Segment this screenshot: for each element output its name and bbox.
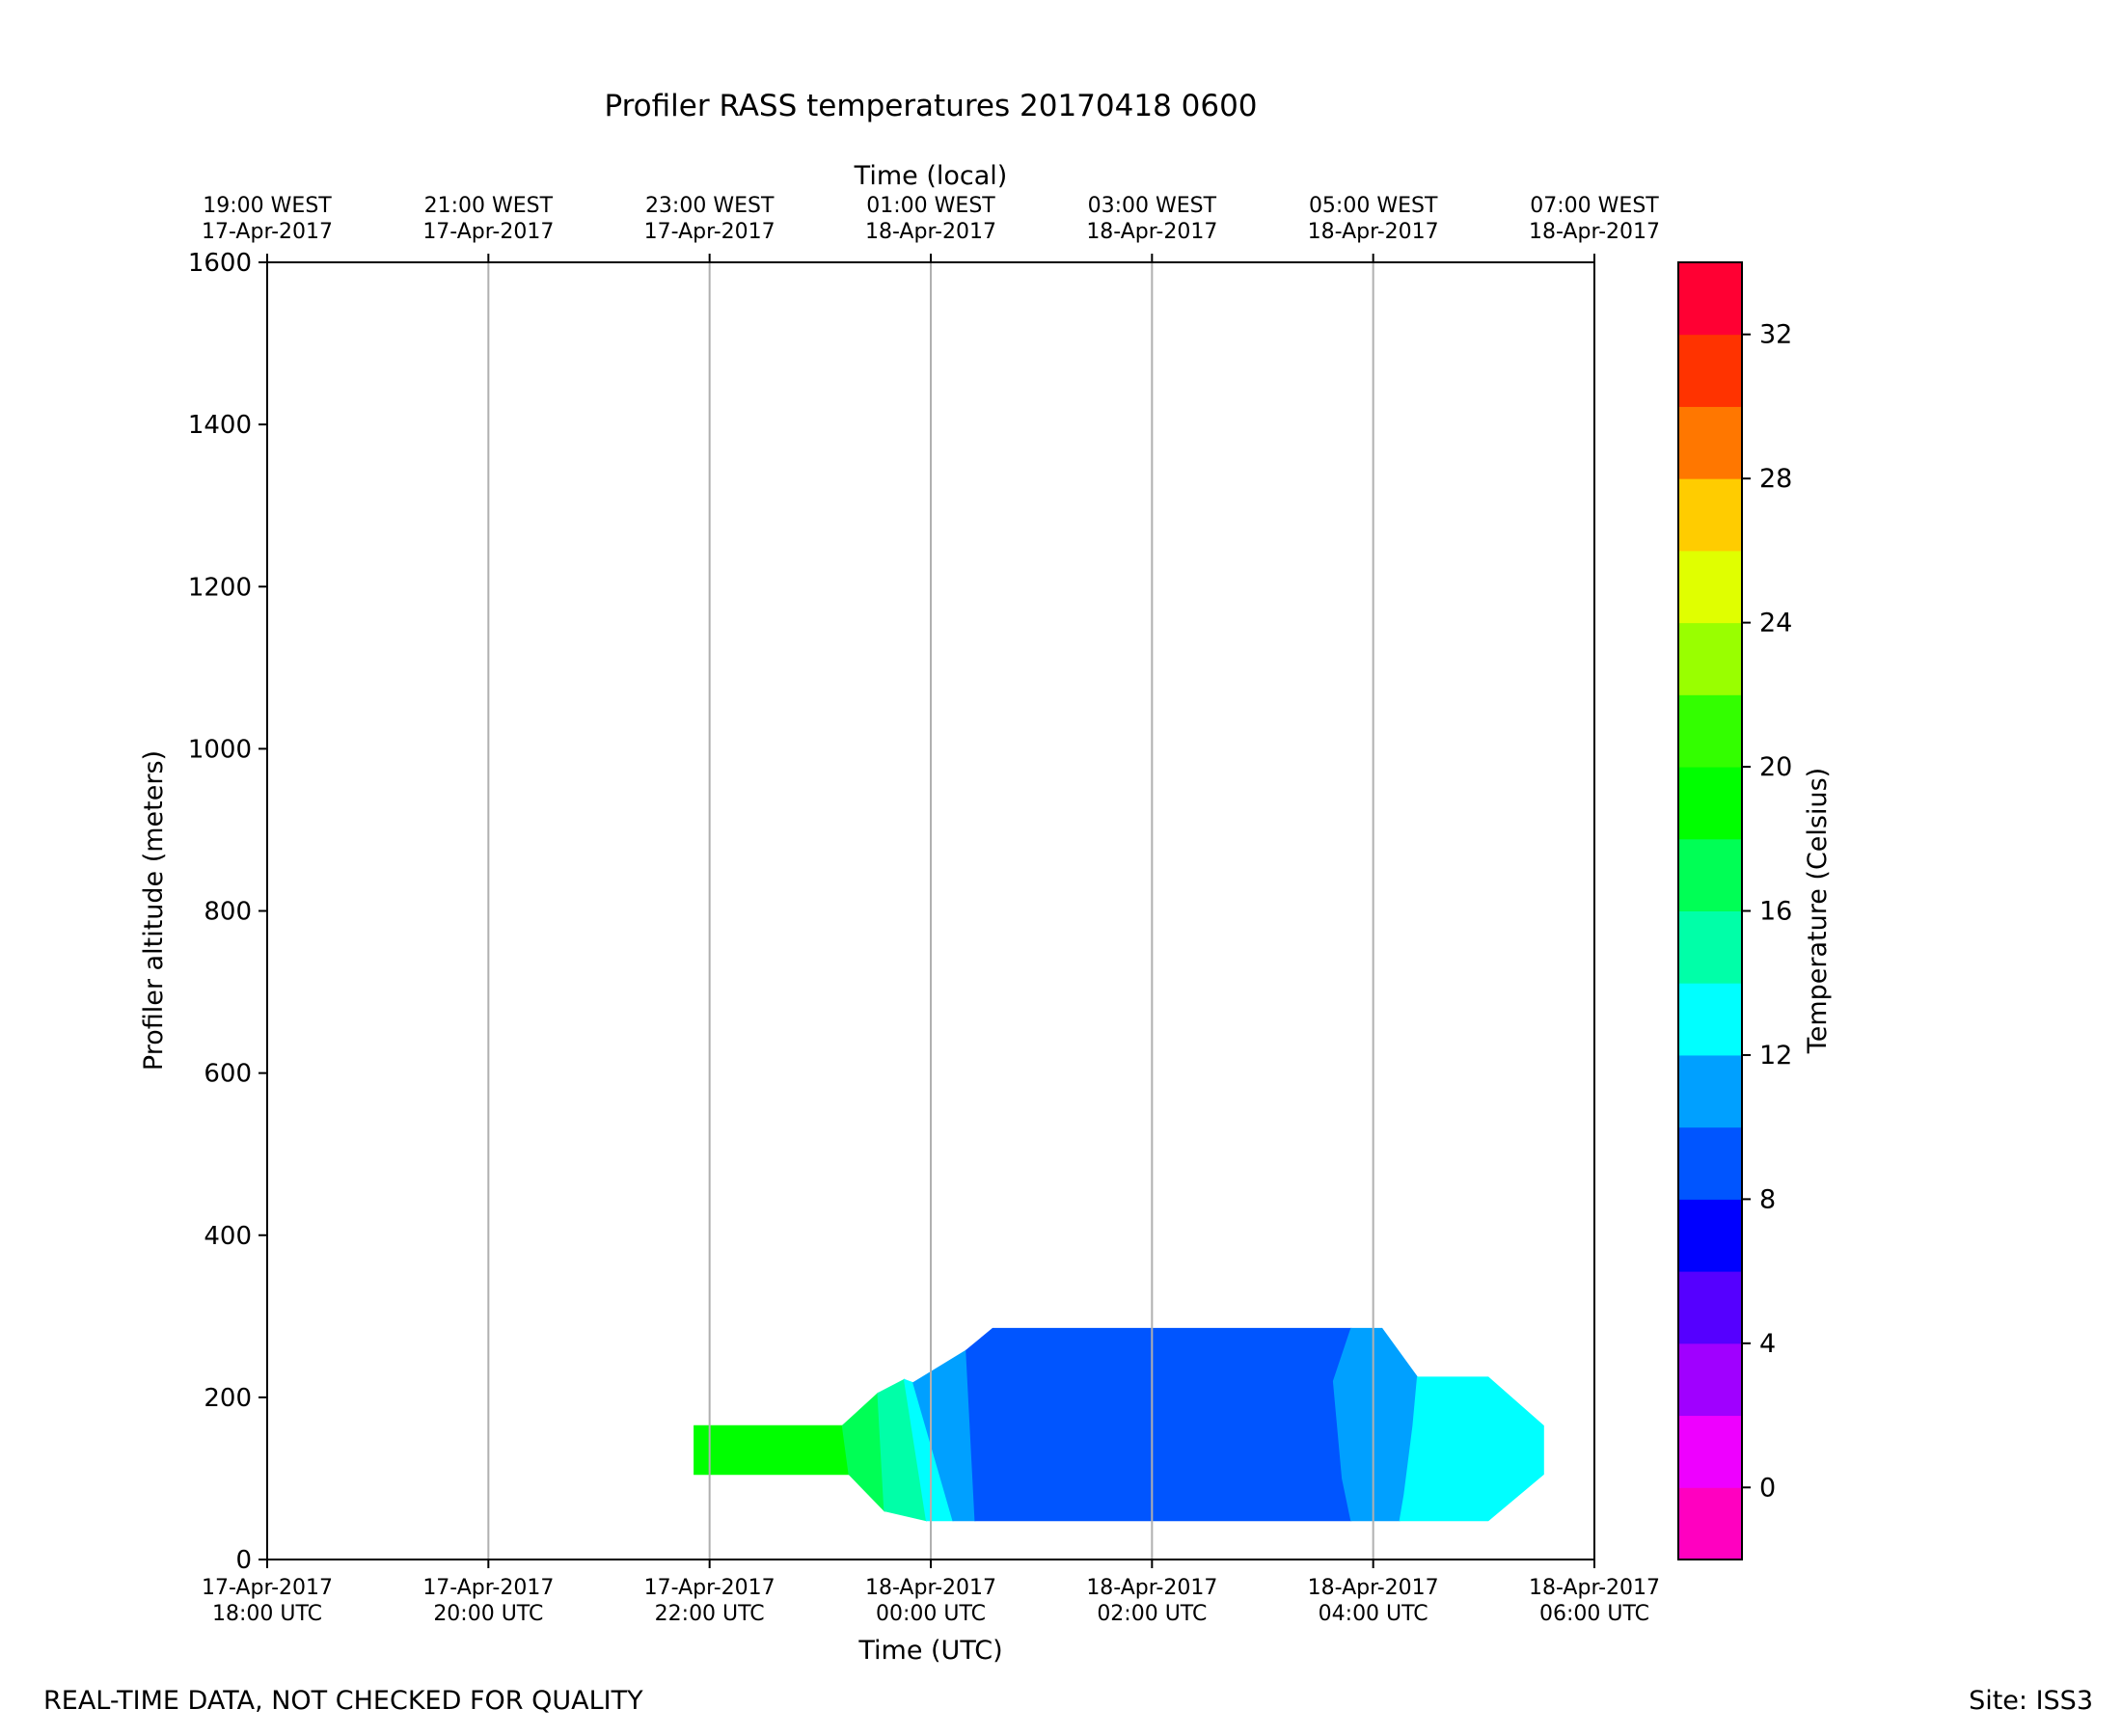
top-tick-label-date-0: 17-Apr-2017 xyxy=(202,220,333,244)
top-tick-label-date-4: 18-Apr-2017 xyxy=(1086,220,1217,244)
temperature-region-5 xyxy=(966,1327,1352,1522)
x-tick-label-date-4: 18-Apr-2017 xyxy=(1086,1576,1217,1600)
y-tick-label-2: 400 xyxy=(204,1222,252,1251)
top-tick-label-time-2: 23:00 WEST xyxy=(645,194,775,218)
x-tick-label-date-5: 18-Apr-2017 xyxy=(1308,1576,1439,1600)
quality-disclaimer: REAL-TIME DATA, NOT CHECKED FOR QUALITY xyxy=(43,1686,643,1716)
top-tick-label-date-6: 18-Apr-2017 xyxy=(1529,220,1660,244)
colorbar-band-1 xyxy=(1678,1415,1742,1488)
colorbar-band-10 xyxy=(1678,767,1742,840)
y-axis-title: Profiler altitude (meters) xyxy=(139,750,169,1071)
x-tick-label-time-5: 04:00 UTC xyxy=(1319,1602,1428,1626)
x-tick-label-time-2: 22:00 UTC xyxy=(655,1602,765,1626)
colorbar-band-13 xyxy=(1678,550,1742,624)
x-tick-label-date-3: 18-Apr-2017 xyxy=(865,1576,996,1600)
x-tick-label-time-4: 02:00 UTC xyxy=(1097,1602,1207,1626)
colorbar-tick-label-0: 0 xyxy=(1759,1473,1776,1503)
colorbar: 0 4 8 12 16 20 24 28 32 xyxy=(1677,261,1792,1560)
colorbar-band-4 xyxy=(1678,1199,1742,1272)
y-tick-label-7: 1400 xyxy=(188,411,252,440)
y-tick-label-5: 1000 xyxy=(188,735,252,764)
top-tick-label-date-3: 18-Apr-2017 xyxy=(865,220,996,244)
x-tick-label-date-6: 18-Apr-2017 xyxy=(1529,1576,1660,1600)
y-tick-label-8: 1600 xyxy=(188,249,252,278)
top-tick-label-time-0: 19:00 WEST xyxy=(203,194,332,218)
y-tick-label-1: 200 xyxy=(204,1384,252,1413)
colorbar-band-3 xyxy=(1678,1271,1742,1344)
top-tick-label-date-1: 17-Apr-2017 xyxy=(422,220,554,244)
vertical-gridlines xyxy=(487,262,1374,1560)
x-tick-label-date-0: 17-Apr-2017 xyxy=(202,1576,333,1600)
colorbar-band-6 xyxy=(1678,1054,1742,1128)
colorbar-tick-label-4: 16 xyxy=(1759,897,1792,927)
chart-title: Profiler RASS temperatures 20170418 0600 xyxy=(604,89,1257,123)
x-tick-label-time-1: 20:00 UTC xyxy=(433,1602,543,1626)
x-axis-title: Time (UTC) xyxy=(857,1636,1002,1666)
top-tick-label-time-6: 07:00 WEST xyxy=(1530,194,1659,218)
colorbar-band-12 xyxy=(1678,622,1742,695)
x-tick-label-date-1: 17-Apr-2017 xyxy=(422,1576,554,1600)
top-tick-label-time-5: 05:00 WEST xyxy=(1309,194,1438,218)
top-tick-label-date-2: 17-Apr-2017 xyxy=(644,220,775,244)
x-tick-label-time-0: 18:00 UTC xyxy=(212,1602,322,1626)
colorbar-tick-label-1: 4 xyxy=(1759,1329,1776,1359)
colorbar-tick-label-7: 28 xyxy=(1759,464,1792,494)
colorbar-tick-label-8: 32 xyxy=(1759,320,1792,350)
colorbar-band-0 xyxy=(1678,1487,1742,1560)
colorbar-band-7 xyxy=(1678,983,1742,1056)
temperature-region-0 xyxy=(694,1424,850,1476)
colorbar-band-9 xyxy=(1678,838,1742,911)
colorbar-label: Temperature (Celsius) xyxy=(1803,768,1833,1054)
y-tick-label-0: 0 xyxy=(235,1546,252,1575)
temperature-region-1 xyxy=(841,1392,885,1512)
x-tick-label-date-2: 17-Apr-2017 xyxy=(644,1576,775,1600)
y-tick-label-6: 1200 xyxy=(188,573,252,602)
temperature-region-7 xyxy=(1399,1376,1544,1522)
colorbar-tick-label-6: 24 xyxy=(1759,609,1792,638)
colorbar-tick-label-5: 20 xyxy=(1759,752,1792,782)
colorbar-band-16 xyxy=(1678,334,1742,407)
colorbar-band-8 xyxy=(1678,910,1742,984)
top-tick-label-date-5: 18-Apr-2017 xyxy=(1308,220,1439,244)
site-label: Site: ISS3 xyxy=(1969,1686,2093,1716)
x-tick-label-time-3: 00:00 UTC xyxy=(876,1602,986,1626)
colorbar-tick-label-2: 8 xyxy=(1759,1184,1776,1214)
colorbar-band-17 xyxy=(1678,262,1742,336)
colorbar-band-11 xyxy=(1678,694,1742,768)
colorbar-band-5 xyxy=(1678,1126,1742,1200)
y-tick-label-4: 800 xyxy=(204,898,252,927)
y-tick-label-3: 600 xyxy=(204,1060,252,1089)
colorbar-band-2 xyxy=(1678,1343,1742,1417)
top-tick-label-time-1: 21:00 WEST xyxy=(424,194,554,218)
top-tick-label-time-3: 01:00 WEST xyxy=(866,194,995,218)
colorbar-tick-label-3: 12 xyxy=(1759,1041,1792,1071)
contour-regions xyxy=(694,1327,1544,1522)
x-tick-label-time-6: 06:00 UTC xyxy=(1539,1602,1649,1626)
colorbar-band-15 xyxy=(1678,406,1742,479)
top-axis-title: Time (local) xyxy=(854,161,1008,191)
colorbar-band-14 xyxy=(1678,478,1742,552)
top-tick-label-time-4: 03:00 WEST xyxy=(1088,194,1217,218)
